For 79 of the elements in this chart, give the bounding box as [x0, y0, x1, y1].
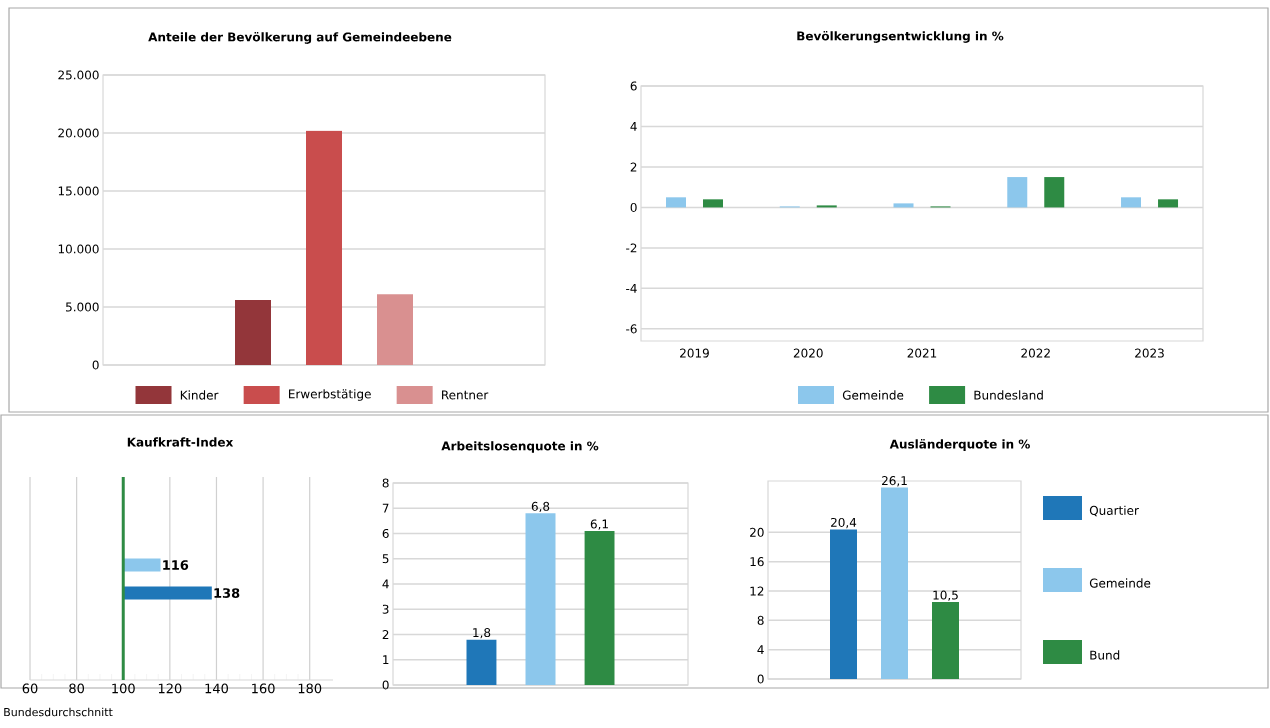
chart-title: Kaufkraft-Index	[127, 437, 234, 447]
data-label: 26,1	[882, 476, 907, 487]
y-tick-label: 12	[750, 586, 764, 596]
x-tick-label: 2019	[680, 348, 709, 358]
y-tick-label: 20.000	[58, 128, 99, 138]
bar	[235, 300, 272, 365]
y-tick-label: -6	[626, 324, 637, 334]
bar	[525, 513, 556, 685]
y-tick-label: 0	[757, 674, 764, 684]
x-tick-label: 2021	[907, 348, 937, 358]
y-tick-label: 8	[382, 478, 389, 488]
data-label: 6,1	[590, 519, 608, 530]
x-tick-label: 120	[158, 683, 182, 694]
bar	[702, 199, 723, 208]
y-tick-label: 20	[750, 527, 764, 537]
legend-label: Gemeinde	[842, 390, 904, 400]
legend-label: Quartier	[1089, 505, 1139, 517]
y-tick-label: 2	[382, 630, 389, 639]
y-tick-label: 4	[757, 645, 764, 655]
legend-label: Erwerbstätige	[289, 389, 371, 401]
ref-line-label: Bundesdurchschnitt	[4, 707, 113, 717]
chart-title: Arbeitslosenquote in %	[441, 441, 599, 453]
bar	[665, 197, 686, 208]
chart-title: Anteile der Bevölkerung auf Gemeindeebene	[148, 32, 452, 44]
bar	[893, 203, 914, 208]
y-tick-label: -2	[626, 243, 637, 253]
y-tick-label: 5	[382, 554, 389, 564]
y-tick-label: 3	[382, 604, 389, 614]
bar	[816, 205, 837, 208]
legend-label: Rentner	[442, 390, 489, 400]
legend-label: Gemeinde	[1089, 578, 1151, 588]
y-tick-label: 1	[383, 655, 389, 665]
bar	[584, 530, 615, 685]
bar	[466, 639, 497, 685]
data-label: 6,8	[531, 501, 550, 513]
legend-label: Kinder	[180, 390, 219, 400]
data-label: 10,5	[933, 590, 958, 601]
data-label: 116	[163, 560, 189, 570]
bar	[1044, 177, 1065, 208]
bar	[1158, 199, 1179, 208]
y-tick-label: -4	[626, 283, 637, 293]
y-tick-label: 2	[630, 162, 637, 172]
y-tick-label: 10.000	[58, 244, 99, 254]
y-tick-label: 15.000	[58, 186, 99, 196]
x-tick-label: 140	[205, 683, 228, 694]
y-tick-label: 6	[382, 528, 389, 539]
y-tick-label: 0	[92, 360, 99, 370]
y-tick-label: 0	[630, 202, 637, 212]
bar	[377, 294, 414, 365]
y-tick-label: 4	[382, 579, 389, 589]
y-tick-label: 4	[630, 122, 637, 131]
x-tick-label: 2022	[1021, 348, 1050, 358]
bar	[932, 601, 959, 679]
x-tick-label: 60	[22, 683, 38, 694]
chart-title: Ausländerquote in %	[889, 439, 1030, 451]
bar	[830, 529, 857, 679]
y-tick-label: 0	[382, 680, 389, 690]
legend-label: Bundesland	[974, 390, 1043, 400]
x-tick-label: 2020	[793, 348, 823, 358]
data-label: 1,8	[473, 628, 491, 639]
x-tick-label: 180	[298, 683, 322, 694]
x-tick-label: 100	[112, 683, 135, 694]
y-tick-label: 7	[382, 503, 389, 513]
y-tick-label: 16	[750, 557, 764, 567]
y-tick-label: 25.000	[58, 70, 99, 80]
data-label: 138	[214, 588, 240, 598]
x-tick-label: 80	[69, 683, 85, 694]
chart-title: Bevölkerungsentwicklung in %	[797, 31, 1004, 43]
y-tick-label: 5.000	[66, 302, 99, 312]
x-tick-label: 2023	[1135, 348, 1164, 358]
y-tick-label: 6	[630, 81, 637, 91]
legend-label: Bund	[1090, 650, 1120, 660]
y-tick-label: 8	[757, 615, 764, 625]
data-label: 20,4	[831, 517, 857, 529]
x-tick-label: 160	[252, 683, 275, 694]
bar	[1007, 177, 1028, 208]
bar	[306, 130, 343, 365]
bar	[881, 487, 909, 679]
bar	[1121, 197, 1142, 208]
